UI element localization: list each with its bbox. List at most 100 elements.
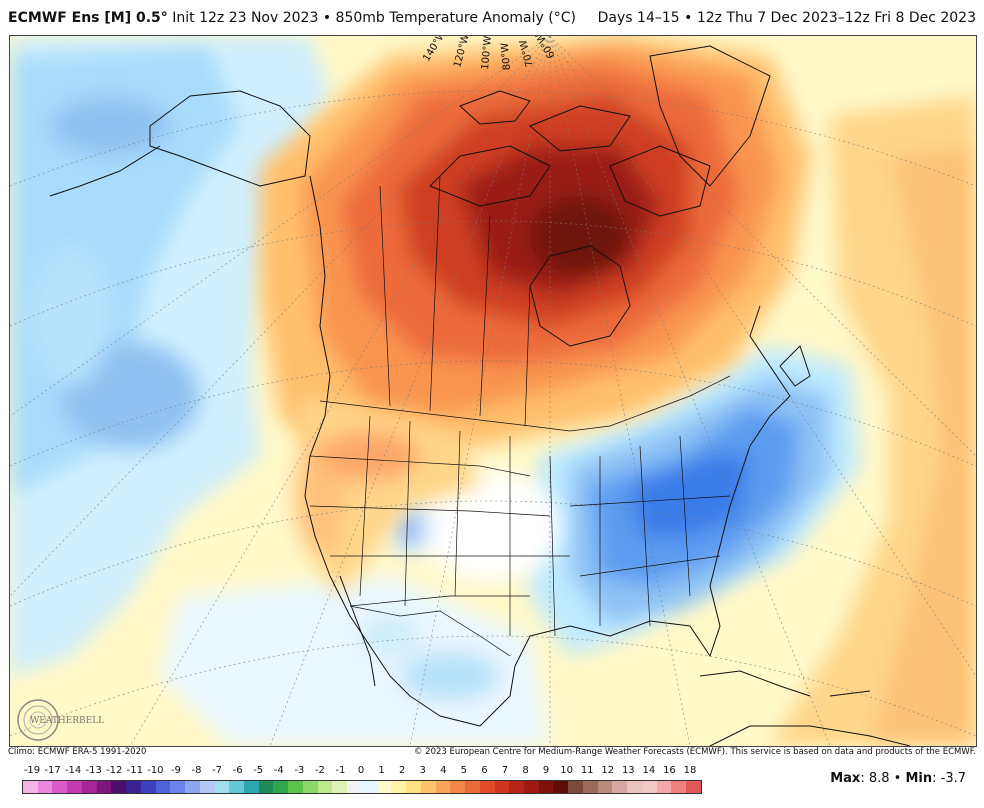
colorbar-label: 9 (542, 765, 550, 776)
colorbar-label: 8 (522, 765, 529, 776)
max-label: Max (830, 771, 861, 786)
colorbar-swatch (450, 781, 466, 793)
colorbar-swatch (170, 781, 186, 793)
colorbar-swatch (302, 781, 318, 793)
colorbar-label: -9 (170, 765, 181, 776)
colorbar-label: -5 (253, 765, 264, 776)
colorbar-swatch (656, 781, 672, 793)
weatherbell-logo: WEATHERBELL (17, 699, 104, 741)
colorbar-swatch (509, 781, 524, 793)
colorbar-label: -7 (212, 765, 223, 776)
political-borders (309, 175, 731, 657)
colorbar-swatch (568, 781, 583, 793)
colorbar-label: -4 (273, 765, 284, 776)
climo-note: Climo: ECMWF ERA-5 1991-2020 (8, 747, 147, 757)
colorbar-swatch (111, 781, 127, 793)
colorbar-label: 16 (663, 765, 676, 776)
colorbar-swatch (155, 781, 171, 793)
colorbar-label: -14 (64, 765, 82, 776)
valid-time: Days 14–15 • 12z Thu 7 Dec 2023–12z Fri … (597, 10, 976, 26)
colorbar (22, 780, 702, 794)
map-canvas: 140°W 120°W 100°W 80°W 70°W 60°W WEATHER… (10, 36, 976, 746)
field-name: 850mb Temperature Anomaly (°C) (335, 10, 576, 26)
lon-label-80w: 80°W (500, 42, 513, 71)
colorbar-swatch (523, 781, 539, 793)
colorbar-swatch (332, 781, 348, 793)
colorbar-swatch (553, 781, 569, 793)
colorbar-swatch (612, 781, 628, 793)
logo-text: WEATHERBELL (30, 716, 104, 726)
model-name: ECMWF Ens [M] 0.5 (8, 10, 161, 26)
max-value: 8.8 (868, 771, 890, 786)
colorbar-label: -19 (23, 765, 41, 776)
colorbar-swatch (494, 781, 510, 793)
colorbar-swatch (479, 781, 495, 793)
colorbar-swatch (23, 781, 38, 793)
colorbar-swatch (465, 781, 480, 793)
colorbar-swatch (288, 781, 303, 793)
colorbar-swatch (361, 781, 377, 793)
colorbar-swatch (52, 781, 68, 793)
colorbar-swatch (67, 781, 82, 793)
colorbar-swatch (317, 781, 333, 793)
colorbar-swatch (244, 781, 259, 793)
colorbar-label: 13 (621, 765, 635, 776)
colorbar-swatch (391, 781, 407, 793)
colorbar-swatch (597, 781, 613, 793)
colorbar-label: -3 (294, 765, 305, 776)
header-left: ECMWF Ens [M] 0.5° Init 12z 23 Nov 2023 … (8, 10, 576, 26)
colorbar-swatch (538, 781, 554, 793)
colorbar-swatch (185, 781, 200, 793)
colorbar-swatch (273, 781, 289, 793)
colorbar-swatch (81, 781, 97, 793)
colorbar-swatch (96, 781, 112, 793)
colorbar-label: -11 (126, 765, 143, 776)
min-label: Min (905, 771, 933, 786)
colorbar-swatch (347, 781, 362, 793)
colorbar-swatch (406, 781, 421, 793)
colorbar-swatch (258, 781, 274, 793)
colorbar-label: 3 (419, 765, 426, 776)
colorbar-label: 12 (601, 765, 615, 776)
colorbar-label: -2 (314, 765, 325, 776)
colorbar-label: 1 (378, 765, 385, 776)
colorbar-labels: -19 -17 -14 -13 -12 -11 -10 -9 -8 -7 -6 -5 -4 -3 -2 -1 0… (22, 765, 702, 779)
colorbar-label: 6 (481, 765, 488, 776)
colorbar-label: -12 (106, 765, 123, 776)
lon-label-100w: 100°W (480, 36, 494, 70)
pacific-cool-anomaly (10, 36, 330, 676)
western-us-warm-anomaly (295, 396, 480, 596)
colorbar-label: 10 (560, 765, 573, 776)
plains-neutral-anomaly (388, 471, 560, 581)
colorbar-swatch (686, 781, 701, 793)
colorbar-swatch (582, 781, 598, 793)
colorbar-swatch (140, 781, 156, 793)
colorbar-label: -10 (147, 765, 164, 776)
colorbar-label: 0 (357, 765, 365, 776)
colorbar-label: 4 (440, 765, 447, 776)
colorbar-label: 2 (398, 765, 406, 776)
separator: • (322, 10, 332, 26)
colorbar-swatch (37, 781, 53, 793)
colorbar-label: 7 (501, 765, 509, 776)
header: ECMWF Ens [M] 0.5° Init 12z 23 Nov 2023 … (8, 10, 976, 32)
colorbar-swatch (420, 781, 436, 793)
colorbar-label: 18 (683, 765, 697, 776)
colorbar-swatch (627, 781, 642, 793)
coastlines (49, 45, 911, 746)
degree-mark: ° (160, 10, 168, 26)
colorbar-label: 11 (580, 765, 594, 776)
colorbar-label: 5 (460, 765, 467, 776)
atlantic-warm-anomaly (770, 96, 976, 746)
anomaly-map: 140°W 120°W 100°W 80°W 70°W 60°W WEATHER… (9, 35, 977, 747)
min-value: -3.7 (940, 771, 966, 786)
colorbar-swatch (671, 781, 687, 793)
stats: Max: 8.8 • Min: -3.7 (830, 771, 966, 786)
colorbar-swatch (435, 781, 451, 793)
copyright-note: © 2023 European Centre for Medium-Range … (413, 747, 976, 757)
colorbar-swatch (199, 781, 215, 793)
init-time: Init 12z 23 Nov 2023 (172, 10, 319, 26)
colorbar-swatch (641, 781, 657, 793)
eastern-us-cold-anomaly (530, 346, 860, 656)
colorbar-swatch (376, 781, 392, 793)
